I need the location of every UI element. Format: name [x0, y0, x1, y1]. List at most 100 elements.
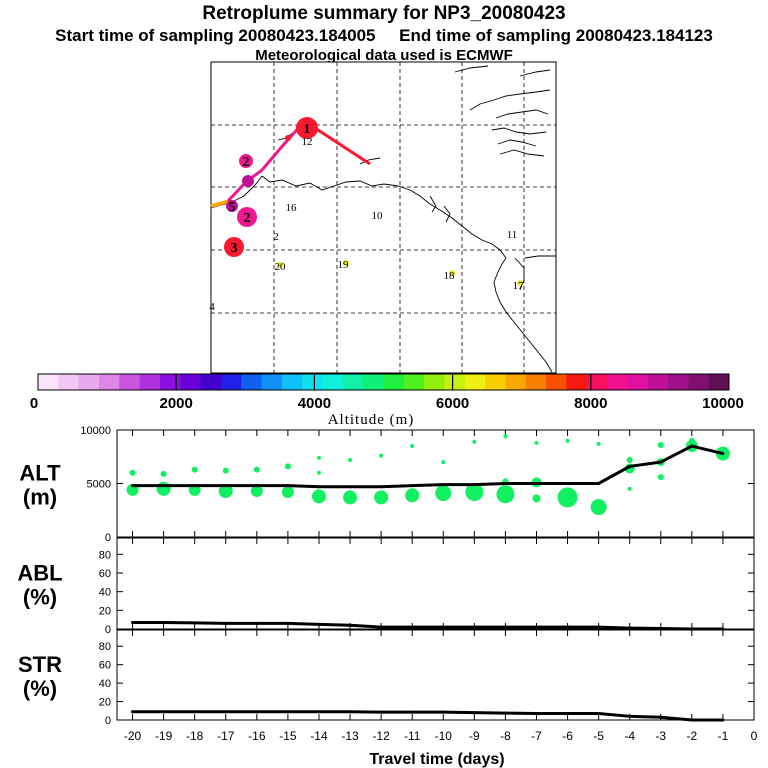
plume-label: 5 — [229, 200, 236, 215]
altitude-dot — [348, 457, 353, 462]
colorbar-swatch — [241, 374, 263, 390]
panel-ylabel-unit: (%) — [23, 585, 57, 610]
data-point — [379, 710, 383, 714]
colorbar-swatch — [505, 374, 527, 390]
y-tick-label: 0 — [105, 715, 111, 727]
cluster-circle — [343, 260, 349, 266]
data-point — [721, 718, 725, 722]
plume-label: 2 — [243, 155, 250, 170]
cluster-circle — [449, 270, 455, 276]
altitude-dot — [534, 440, 539, 445]
x-tick-label: -14 — [310, 729, 328, 743]
colorbar-swatch — [546, 374, 567, 390]
colorbar-swatch — [200, 374, 222, 390]
panel-ylabel-unit: (m) — [23, 485, 57, 510]
data-point — [379, 625, 383, 629]
cluster-label: 17 — [513, 280, 525, 292]
altitude-dot — [405, 488, 420, 503]
colorbar-swatch — [98, 374, 120, 390]
altitude-dot — [435, 485, 452, 502]
altitude-dot — [281, 486, 294, 499]
colorbar-swatch — [464, 374, 486, 390]
panel-frame — [116, 537, 755, 630]
altitude-dot — [565, 438, 570, 443]
y-tick-label: 80 — [99, 641, 111, 653]
data-point — [690, 718, 694, 722]
altitude-dot — [441, 460, 446, 465]
data-point — [410, 484, 414, 488]
data-point — [721, 452, 725, 456]
x-tick-label: -10 — [435, 729, 453, 743]
altitude-dot — [311, 489, 326, 504]
colorbar-swatch — [159, 374, 181, 390]
data-point — [441, 625, 445, 629]
cluster-circle — [285, 135, 291, 141]
trajectory-segment-magenta — [226, 121, 305, 203]
data-point — [441, 710, 445, 714]
altitude-dot — [626, 456, 633, 463]
altitude-dot — [343, 490, 358, 505]
colorbar-tick-label: 6000 — [436, 395, 469, 412]
y-tick-label: 40 — [99, 678, 111, 690]
x-axis-label: Travel time (days) — [369, 751, 504, 768]
altitude-dot — [688, 437, 695, 444]
met-data-note: Meteorological data used is ECMWF — [255, 47, 513, 64]
colorbar-swatch — [281, 374, 303, 390]
altitude-dot — [627, 486, 632, 491]
series-line — [132, 444, 724, 489]
data-point — [597, 712, 601, 716]
y-tick-label: 20 — [99, 697, 111, 709]
altitude-dot — [503, 434, 508, 439]
data-point — [224, 484, 228, 488]
data-point — [472, 483, 476, 487]
y-tick-label: 5000 — [87, 479, 111, 491]
trajectory-segment-orange — [210, 199, 231, 208]
altitude-dot — [532, 494, 541, 503]
colorbar-tick-label: 10000 — [702, 395, 744, 412]
data-point — [348, 485, 352, 489]
altitude-dot — [465, 483, 484, 502]
data-point — [566, 625, 570, 629]
series-line — [132, 710, 723, 722]
colorbar-swatch — [627, 374, 649, 390]
colorbar-swatch — [708, 374, 730, 390]
x-tick-label: -9 — [469, 729, 480, 743]
altitude-dot — [218, 483, 233, 498]
x-tick-label: -12 — [372, 729, 390, 743]
colorbar-swatch — [302, 374, 324, 390]
cluster-label: 20 — [275, 261, 287, 273]
x-tick-label: -19 — [155, 729, 173, 743]
panel-ylabel: ALT — [19, 461, 61, 486]
altitude-dot — [316, 470, 321, 475]
x-tick-label: 0 — [751, 729, 758, 743]
x-tick-label: -8 — [500, 729, 511, 743]
data-point — [472, 711, 476, 715]
x-tick-label: -11 — [404, 729, 421, 743]
colorbar-swatch — [485, 374, 506, 390]
data-point — [193, 710, 197, 714]
altitude-dot — [557, 487, 578, 508]
x-tick-label: -7 — [531, 729, 542, 743]
cluster-label: 4 — [209, 301, 215, 313]
data-point — [131, 620, 135, 624]
x-tick-label: -17 — [217, 729, 235, 743]
altitude-dot — [160, 470, 167, 477]
plume-clusters — [224, 117, 523, 286]
data-point — [317, 485, 321, 489]
data-point — [255, 710, 259, 714]
start-time: Start time of sampling 20080423.184005 — [55, 26, 376, 45]
cluster-circle — [242, 175, 254, 187]
cluster-label: 18 — [444, 270, 456, 282]
x-tick-label: -6 — [562, 729, 573, 743]
x-tick-label: -3 — [655, 729, 666, 743]
data-point — [286, 710, 290, 714]
sampling-times: Start time of sampling 20080423.184005 E… — [0, 26, 768, 46]
data-point — [503, 625, 507, 629]
colorbar-swatch — [139, 374, 161, 390]
colorbar-swatch — [78, 374, 100, 390]
x-tick-label: -20 — [124, 729, 142, 743]
colorbar-swatch — [38, 374, 59, 390]
altitude-dot — [191, 466, 198, 473]
colorbar-swatch — [363, 374, 384, 390]
